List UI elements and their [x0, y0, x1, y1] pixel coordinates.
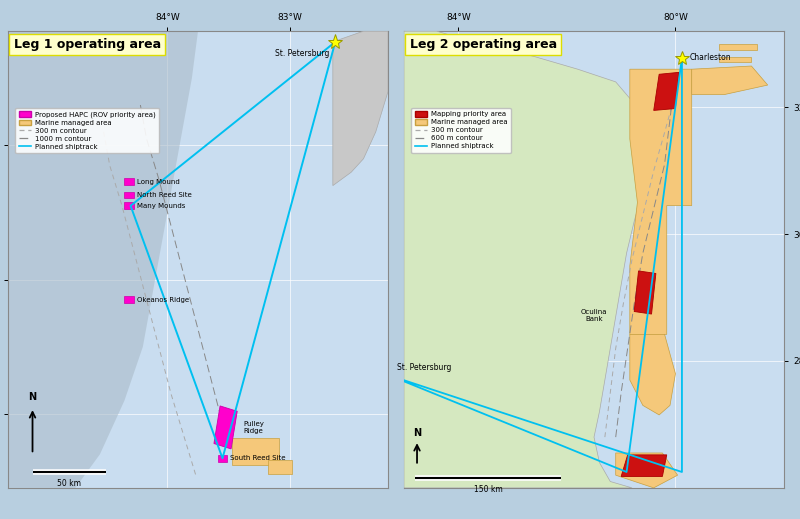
- Polygon shape: [630, 334, 675, 415]
- Polygon shape: [404, 31, 648, 488]
- Polygon shape: [692, 66, 768, 94]
- Text: Okeanos Ridge: Okeanos Ridge: [137, 297, 189, 303]
- Text: 150 km: 150 km: [474, 485, 502, 494]
- Text: St. Petersburg: St. Petersburg: [398, 363, 452, 373]
- Polygon shape: [719, 44, 757, 50]
- Legend: Mapping priority area, Marine managed area, 300 m contour, 600 m contour, Planne: Mapping priority area, Marine managed ar…: [411, 107, 511, 153]
- Polygon shape: [719, 57, 751, 62]
- Polygon shape: [232, 438, 279, 465]
- Polygon shape: [630, 69, 692, 334]
- Text: North Reed Site: North Reed Site: [137, 192, 191, 198]
- Polygon shape: [218, 455, 227, 462]
- Text: Leg 1 operating area: Leg 1 operating area: [14, 38, 161, 51]
- Polygon shape: [333, 31, 388, 186]
- Text: Pulley
Ridge: Pulley Ridge: [243, 421, 264, 434]
- Polygon shape: [125, 296, 134, 303]
- Text: St. Petersburg: St. Petersburg: [274, 49, 329, 58]
- Text: N: N: [29, 392, 37, 402]
- Polygon shape: [125, 178, 134, 185]
- Text: Leg 2 operating area: Leg 2 operating area: [410, 38, 557, 51]
- Text: South Reed Site: South Reed Site: [230, 455, 286, 461]
- Polygon shape: [621, 455, 666, 476]
- Text: N: N: [413, 429, 421, 439]
- Text: Oculina
Bank: Oculina Bank: [581, 309, 607, 322]
- Legend: Proposed HAPC (ROV priority area), Marine managed area, 300 m contour, 1000 m co: Proposed HAPC (ROV priority area), Marin…: [15, 107, 159, 154]
- Polygon shape: [125, 202, 134, 209]
- Polygon shape: [634, 271, 656, 314]
- Polygon shape: [214, 406, 238, 449]
- Text: Charleston: Charleston: [690, 53, 731, 62]
- Text: 50 km: 50 km: [58, 479, 82, 487]
- Polygon shape: [268, 460, 292, 474]
- Polygon shape: [8, 31, 198, 488]
- Polygon shape: [125, 192, 134, 198]
- Polygon shape: [616, 453, 678, 488]
- Polygon shape: [654, 72, 678, 111]
- Text: Long Mound: Long Mound: [137, 179, 179, 185]
- Text: Many Mounds: Many Mounds: [137, 203, 185, 209]
